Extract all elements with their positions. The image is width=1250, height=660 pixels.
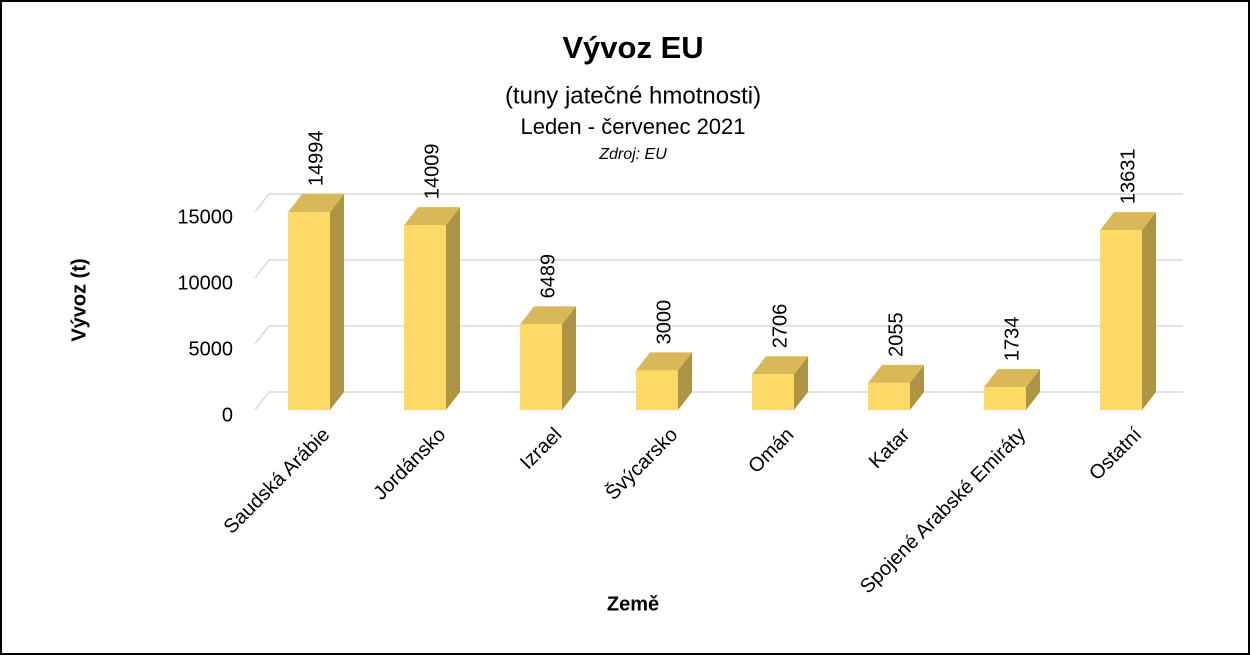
data-label: 14994 xyxy=(305,130,327,186)
x-axis-title: Země xyxy=(607,593,659,615)
data-label: 1734 xyxy=(1001,317,1023,362)
data-label: 14009 xyxy=(421,143,443,199)
y-tick-label: 5000 xyxy=(189,338,234,360)
y-tick-label: 10000 xyxy=(177,272,233,294)
bar-side xyxy=(562,306,576,410)
bar xyxy=(752,374,794,410)
data-label: 13631 xyxy=(1117,148,1139,204)
bar-side xyxy=(1142,212,1156,410)
bar-side xyxy=(446,207,460,410)
bar-top xyxy=(520,306,576,325)
bar xyxy=(984,387,1026,410)
data-label: 6489 xyxy=(537,254,559,299)
data-label: 3000 xyxy=(653,300,675,345)
bar-top xyxy=(404,207,460,226)
bar-side xyxy=(330,194,344,410)
data-label: 2706 xyxy=(769,304,791,349)
y-axis-title: Vývoz (t) xyxy=(68,258,90,341)
bar xyxy=(520,324,562,410)
chart-source: Zdroj: EU xyxy=(598,146,667,163)
bar xyxy=(636,370,678,410)
grid-line xyxy=(254,325,1183,345)
bar-side xyxy=(794,356,808,410)
grid-line xyxy=(254,259,1183,279)
bar xyxy=(868,382,910,410)
y-tick-label: 0 xyxy=(222,404,233,426)
bar-top xyxy=(288,194,344,213)
chart-title: Vývoz EU xyxy=(562,30,703,65)
bar-top xyxy=(1100,212,1156,231)
bar-side xyxy=(910,364,924,410)
bar-side xyxy=(1026,369,1040,410)
bar xyxy=(404,225,446,410)
bar-top xyxy=(752,356,808,375)
data-label: 2055 xyxy=(885,312,907,357)
y-tick-label: 15000 xyxy=(177,206,233,228)
grid-line xyxy=(254,193,1183,213)
chart-period: Leden - červenec 2021 xyxy=(520,114,745,139)
chart-subtitle: (tuny jatečné hmotnosti) xyxy=(505,82,761,109)
bar-top xyxy=(636,352,692,371)
bar-top xyxy=(984,369,1040,388)
bar xyxy=(1100,230,1142,410)
bar-top xyxy=(868,364,924,383)
bar-side xyxy=(678,352,692,410)
bar xyxy=(288,212,330,410)
